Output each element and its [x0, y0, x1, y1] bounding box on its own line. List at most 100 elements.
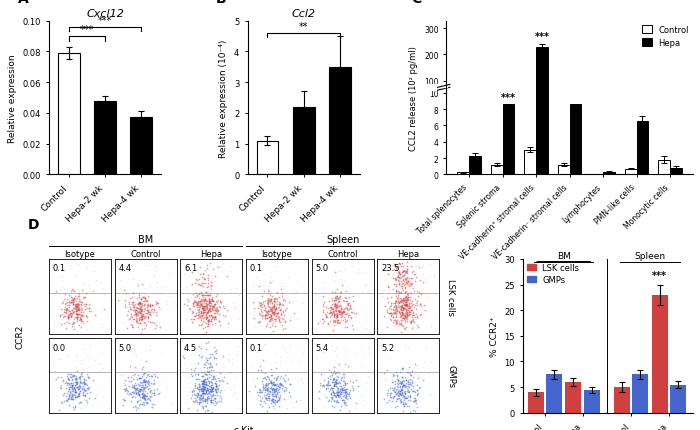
Point [395, 391, 406, 398]
Point [268, 381, 279, 387]
Point [132, 283, 144, 289]
Point [408, 364, 419, 371]
Point [208, 314, 219, 321]
Point [402, 316, 413, 322]
Text: 0.1: 0.1 [52, 264, 66, 273]
Point [396, 373, 407, 380]
Point [267, 306, 279, 313]
Point [199, 390, 210, 397]
Point [76, 317, 87, 324]
Point [197, 380, 208, 387]
Point [404, 297, 415, 304]
Point [294, 397, 305, 404]
Point [139, 392, 150, 399]
Point [195, 282, 206, 289]
Point [202, 323, 214, 330]
Point [74, 391, 85, 398]
Point [139, 295, 150, 301]
Point [400, 325, 411, 332]
Point [326, 309, 337, 316]
Point [139, 377, 150, 384]
Point [186, 373, 197, 380]
Point [69, 388, 80, 395]
Point [217, 376, 228, 383]
Point [272, 294, 284, 301]
Point [78, 387, 89, 393]
Point [131, 307, 142, 314]
Point [210, 310, 221, 317]
Point [332, 317, 343, 324]
Point [344, 303, 356, 310]
Point [398, 316, 409, 322]
Point [249, 383, 260, 390]
Point [310, 352, 321, 359]
Point [281, 366, 293, 373]
Point [152, 386, 163, 393]
Point [331, 302, 342, 309]
Point [129, 385, 140, 392]
Point [402, 281, 414, 288]
Point [90, 312, 101, 319]
Point [324, 367, 335, 374]
Point [145, 388, 156, 395]
Point [199, 307, 210, 314]
Point [274, 307, 286, 314]
Point [90, 276, 101, 283]
Point [296, 283, 307, 289]
Point [63, 391, 74, 398]
Point [328, 376, 339, 383]
Point [264, 387, 275, 394]
Point [190, 396, 202, 403]
Point [191, 277, 202, 284]
Point [259, 400, 270, 407]
Point [78, 385, 90, 392]
Text: C: C [412, 0, 422, 6]
Point [270, 401, 281, 408]
Point [358, 350, 370, 357]
Point [266, 312, 277, 319]
Point [325, 313, 336, 320]
Point [265, 306, 276, 313]
Point [337, 311, 348, 318]
Point [356, 323, 368, 330]
Point [321, 381, 332, 388]
Point [120, 397, 131, 404]
Point [388, 310, 399, 317]
Point [82, 390, 93, 396]
Point [119, 387, 130, 394]
Point [202, 321, 214, 328]
Point [197, 380, 208, 387]
Point [399, 275, 410, 282]
Point [196, 289, 207, 296]
Point [399, 275, 410, 282]
Point [56, 307, 67, 314]
Point [195, 315, 206, 322]
Point [73, 381, 84, 388]
Point [388, 261, 399, 267]
Point [188, 316, 199, 322]
Point [401, 276, 412, 283]
Point [199, 295, 211, 302]
Point [141, 400, 152, 407]
Point [340, 298, 351, 304]
Point [70, 303, 81, 310]
Point [341, 324, 352, 331]
Point [211, 389, 222, 396]
Point [154, 304, 165, 310]
Point [63, 402, 74, 408]
Point [382, 390, 393, 396]
Point [201, 399, 212, 406]
Point [144, 303, 155, 310]
Point [205, 383, 216, 390]
Point [265, 297, 276, 304]
Point [256, 293, 267, 300]
Point [187, 397, 198, 404]
Point [282, 395, 293, 402]
Point [178, 353, 189, 360]
Point [262, 295, 274, 301]
Point [288, 404, 299, 411]
Point [209, 376, 220, 383]
Point [346, 370, 357, 377]
Point [207, 392, 218, 399]
Point [396, 309, 407, 316]
